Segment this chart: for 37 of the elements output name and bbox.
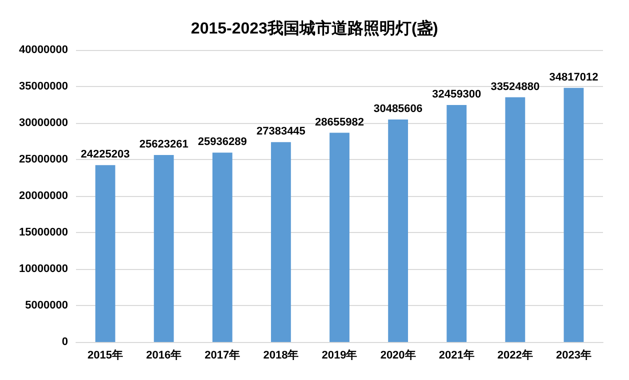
x-tick-label: 2021年: [438, 348, 474, 362]
data-label: 25936289: [198, 136, 247, 148]
y-tick-label: 15000000: [19, 226, 68, 238]
y-tick-label: 35000000: [19, 80, 68, 92]
data-label: 33524880: [490, 80, 540, 93]
x-tick-label: 2015年: [88, 348, 124, 362]
chart-title: 2015-2023我国城市道路照明灯(盏): [190, 18, 438, 38]
data-label: 27383445: [256, 126, 306, 138]
bar: [212, 152, 232, 342]
x-tick-label: 2016年: [146, 348, 182, 362]
data-label: 28655982: [315, 116, 364, 128]
bar: [95, 165, 116, 342]
bar: [446, 105, 467, 342]
bar: [270, 142, 291, 342]
x-tick-label: 2017年: [204, 348, 240, 362]
x-tick-label: 2022年: [497, 348, 533, 362]
x-tick-label: 2023年: [556, 348, 592, 362]
data-label: 34817012: [549, 71, 598, 84]
data-label: 25623261: [139, 138, 188, 150]
y-tick-label: 0: [62, 336, 68, 348]
y-tick-label: 5000000: [25, 300, 68, 312]
y-tick-label: 20000000: [19, 190, 68, 202]
bar: [564, 88, 584, 342]
data-label: 32459300: [432, 88, 482, 101]
y-tick-label: 30000000: [19, 117, 68, 129]
bar: [505, 97, 526, 342]
data-label: 24225203: [80, 148, 130, 161]
x-tick-label: 2020年: [380, 348, 416, 362]
y-tick-label: 10000000: [19, 263, 68, 275]
bar: [388, 119, 408, 342]
bar: [154, 154, 174, 342]
bar: [330, 132, 350, 342]
x-tick-label: 2018年: [263, 348, 299, 362]
data-label: 30485606: [374, 102, 423, 115]
y-tick-label: 25000000: [19, 154, 68, 166]
x-tick-label: 2019年: [322, 348, 358, 362]
y-tick-label: 40000000: [19, 44, 68, 56]
